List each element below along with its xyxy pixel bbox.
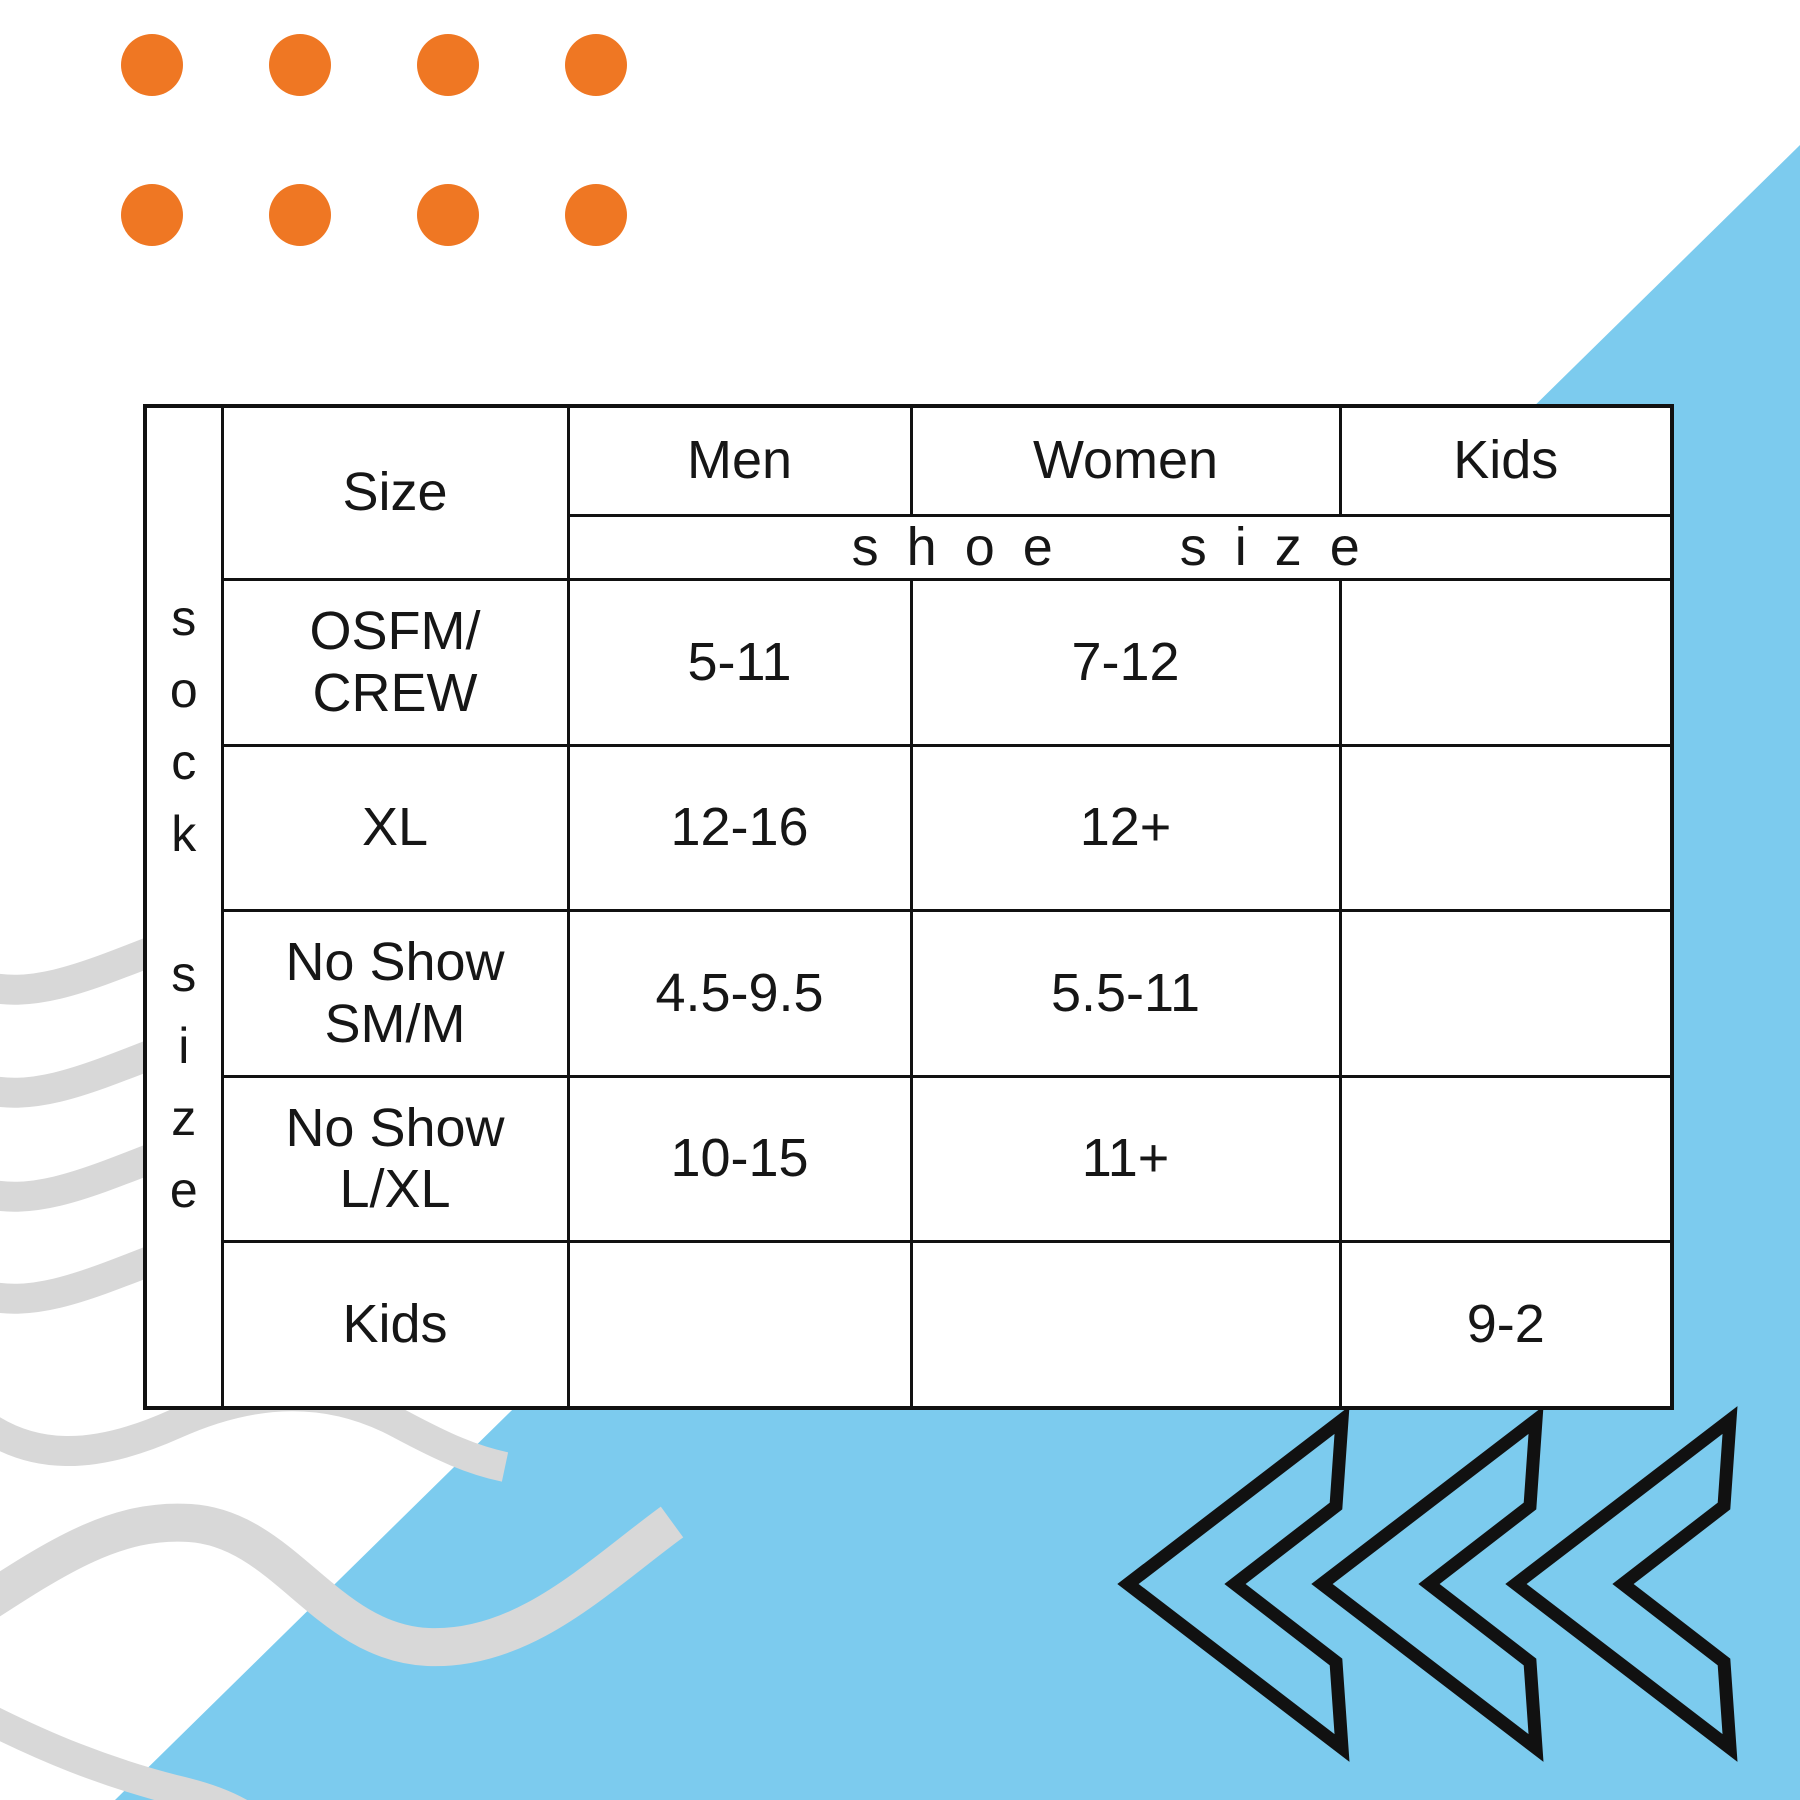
orange-dot — [121, 34, 183, 96]
cell-men: 5-11 — [566, 578, 913, 748]
table-row: OSFM/ CREW 5-11 7-12 — [145, 578, 1674, 748]
cell-women: 5.5-11 — [909, 909, 1342, 1079]
cell-women: 11+ — [909, 1075, 1342, 1244]
orange-dot — [269, 184, 331, 246]
cell-men: 4.5-9.5 — [566, 909, 913, 1079]
cell-men: 10-15 — [566, 1075, 913, 1244]
row-label: No Show SM/M — [220, 909, 570, 1079]
cell-kids — [1338, 909, 1674, 1079]
cell-women: 12+ — [909, 744, 1342, 913]
orange-dot-grid — [121, 34, 627, 246]
orange-dot — [417, 34, 479, 96]
row-label: Kids — [220, 1240, 570, 1410]
column-header-kids: Kids — [1338, 404, 1674, 517]
column-header-women: Women — [909, 404, 1342, 517]
subheader-shoe-size: shoe size — [566, 513, 1674, 582]
cell-women — [909, 1240, 1342, 1410]
row-label: OSFM/ CREW — [220, 578, 570, 748]
cell-men: 12-16 — [566, 744, 913, 913]
table-header-row: sock size Size Men Women Kids — [143, 404, 1674, 1410]
chevron-left-icon — [1505, 1406, 1738, 1762]
row-label: XL — [220, 744, 570, 913]
table-subheader-row: shoe size — [145, 513, 1674, 582]
column-header-men: Men — [566, 404, 913, 517]
vertical-axis-word-size: size — [155, 946, 212, 1234]
wave-line — [0, 1707, 248, 1800]
cell-kids — [1338, 578, 1674, 748]
chevron-left-icon — [1311, 1406, 1544, 1762]
vertical-axis-word-sock: sock — [155, 590, 212, 878]
cell-women: 7-12 — [909, 578, 1342, 748]
triple-chevron-left-icon — [1117, 1406, 1738, 1762]
row-label: No Show L/XL — [220, 1075, 570, 1244]
vertical-axis-cell: sock size — [143, 404, 224, 1410]
table-row: Kids 9-2 — [145, 1240, 1674, 1410]
column-header-size: Size — [220, 404, 570, 582]
orange-dot — [269, 34, 331, 96]
chevron-left-icon — [1117, 1406, 1350, 1762]
table-row: No Show SM/M 4.5-9.5 5.5-11 — [145, 909, 1674, 1079]
cell-kids — [1338, 1075, 1674, 1244]
size-chart-table: sock size Size Men Women Kids shoe size … — [143, 404, 1674, 1410]
table-row: XL 12-16 12+ — [145, 744, 1674, 913]
wave-line — [0, 1503, 684, 1667]
cell-men — [566, 1240, 913, 1410]
orange-dot — [565, 34, 627, 96]
orange-dot — [565, 184, 627, 246]
table-row: No Show L/XL 10-15 11+ — [145, 1075, 1674, 1244]
orange-dot — [417, 184, 479, 246]
cell-kids: 9-2 — [1338, 1240, 1674, 1410]
cell-kids — [1338, 744, 1674, 913]
orange-dot — [121, 184, 183, 246]
